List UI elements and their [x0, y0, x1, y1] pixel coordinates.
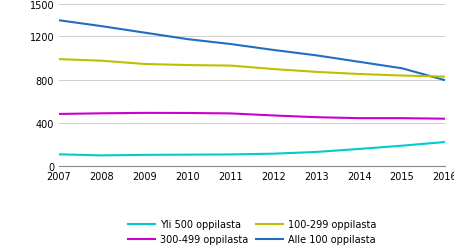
Alle 100 oppilasta	[314, 55, 319, 58]
Yli 500 oppilasta	[442, 141, 448, 144]
100-299 oppilasta	[400, 75, 405, 78]
300-499 oppilasta	[99, 112, 104, 115]
Yli 500 oppilasta	[228, 153, 233, 156]
300-499 oppilasta	[228, 112, 233, 115]
300-499 oppilasta	[356, 117, 362, 120]
Yli 500 oppilasta	[356, 148, 362, 151]
Alle 100 oppilasta	[356, 61, 362, 64]
100-299 oppilasta	[142, 63, 148, 66]
100-299 oppilasta	[56, 58, 62, 61]
Yli 500 oppilasta	[400, 145, 405, 148]
Line: Alle 100 oppilasta: Alle 100 oppilasta	[59, 21, 445, 81]
Yli 500 oppilasta	[185, 153, 190, 156]
100-299 oppilasta	[185, 64, 190, 67]
300-499 oppilasta	[400, 117, 405, 120]
300-499 oppilasta	[314, 116, 319, 119]
100-299 oppilasta	[228, 65, 233, 68]
Alle 100 oppilasta	[271, 49, 276, 52]
Yli 500 oppilasta	[56, 153, 62, 156]
300-499 oppilasta	[56, 113, 62, 116]
300-499 oppilasta	[442, 118, 448, 121]
100-299 oppilasta	[442, 76, 448, 79]
Line: 100-299 oppilasta: 100-299 oppilasta	[59, 60, 445, 77]
300-499 oppilasta	[271, 114, 276, 117]
Alle 100 oppilasta	[228, 43, 233, 46]
Yli 500 oppilasta	[271, 152, 276, 155]
Alle 100 oppilasta	[56, 20, 62, 23]
Alle 100 oppilasta	[99, 25, 104, 28]
100-299 oppilasta	[99, 60, 104, 63]
Alle 100 oppilasta	[400, 68, 405, 71]
300-499 oppilasta	[142, 112, 148, 115]
Legend: Yli 500 oppilasta, 300-499 oppilasta, 100-299 oppilasta, Alle 100 oppilasta: Yli 500 oppilasta, 300-499 oppilasta, 10…	[128, 219, 376, 244]
Alle 100 oppilasta	[185, 39, 190, 42]
Yli 500 oppilasta	[142, 154, 148, 157]
100-299 oppilasta	[356, 73, 362, 76]
Alle 100 oppilasta	[142, 32, 148, 35]
300-499 oppilasta	[185, 112, 190, 115]
Line: Yli 500 oppilasta: Yli 500 oppilasta	[59, 142, 445, 156]
Line: 300-499 oppilasta: 300-499 oppilasta	[59, 113, 445, 119]
Alle 100 oppilasta	[442, 79, 448, 82]
Yli 500 oppilasta	[314, 151, 319, 154]
100-299 oppilasta	[271, 68, 276, 71]
100-299 oppilasta	[314, 71, 319, 74]
Yli 500 oppilasta	[99, 154, 104, 157]
